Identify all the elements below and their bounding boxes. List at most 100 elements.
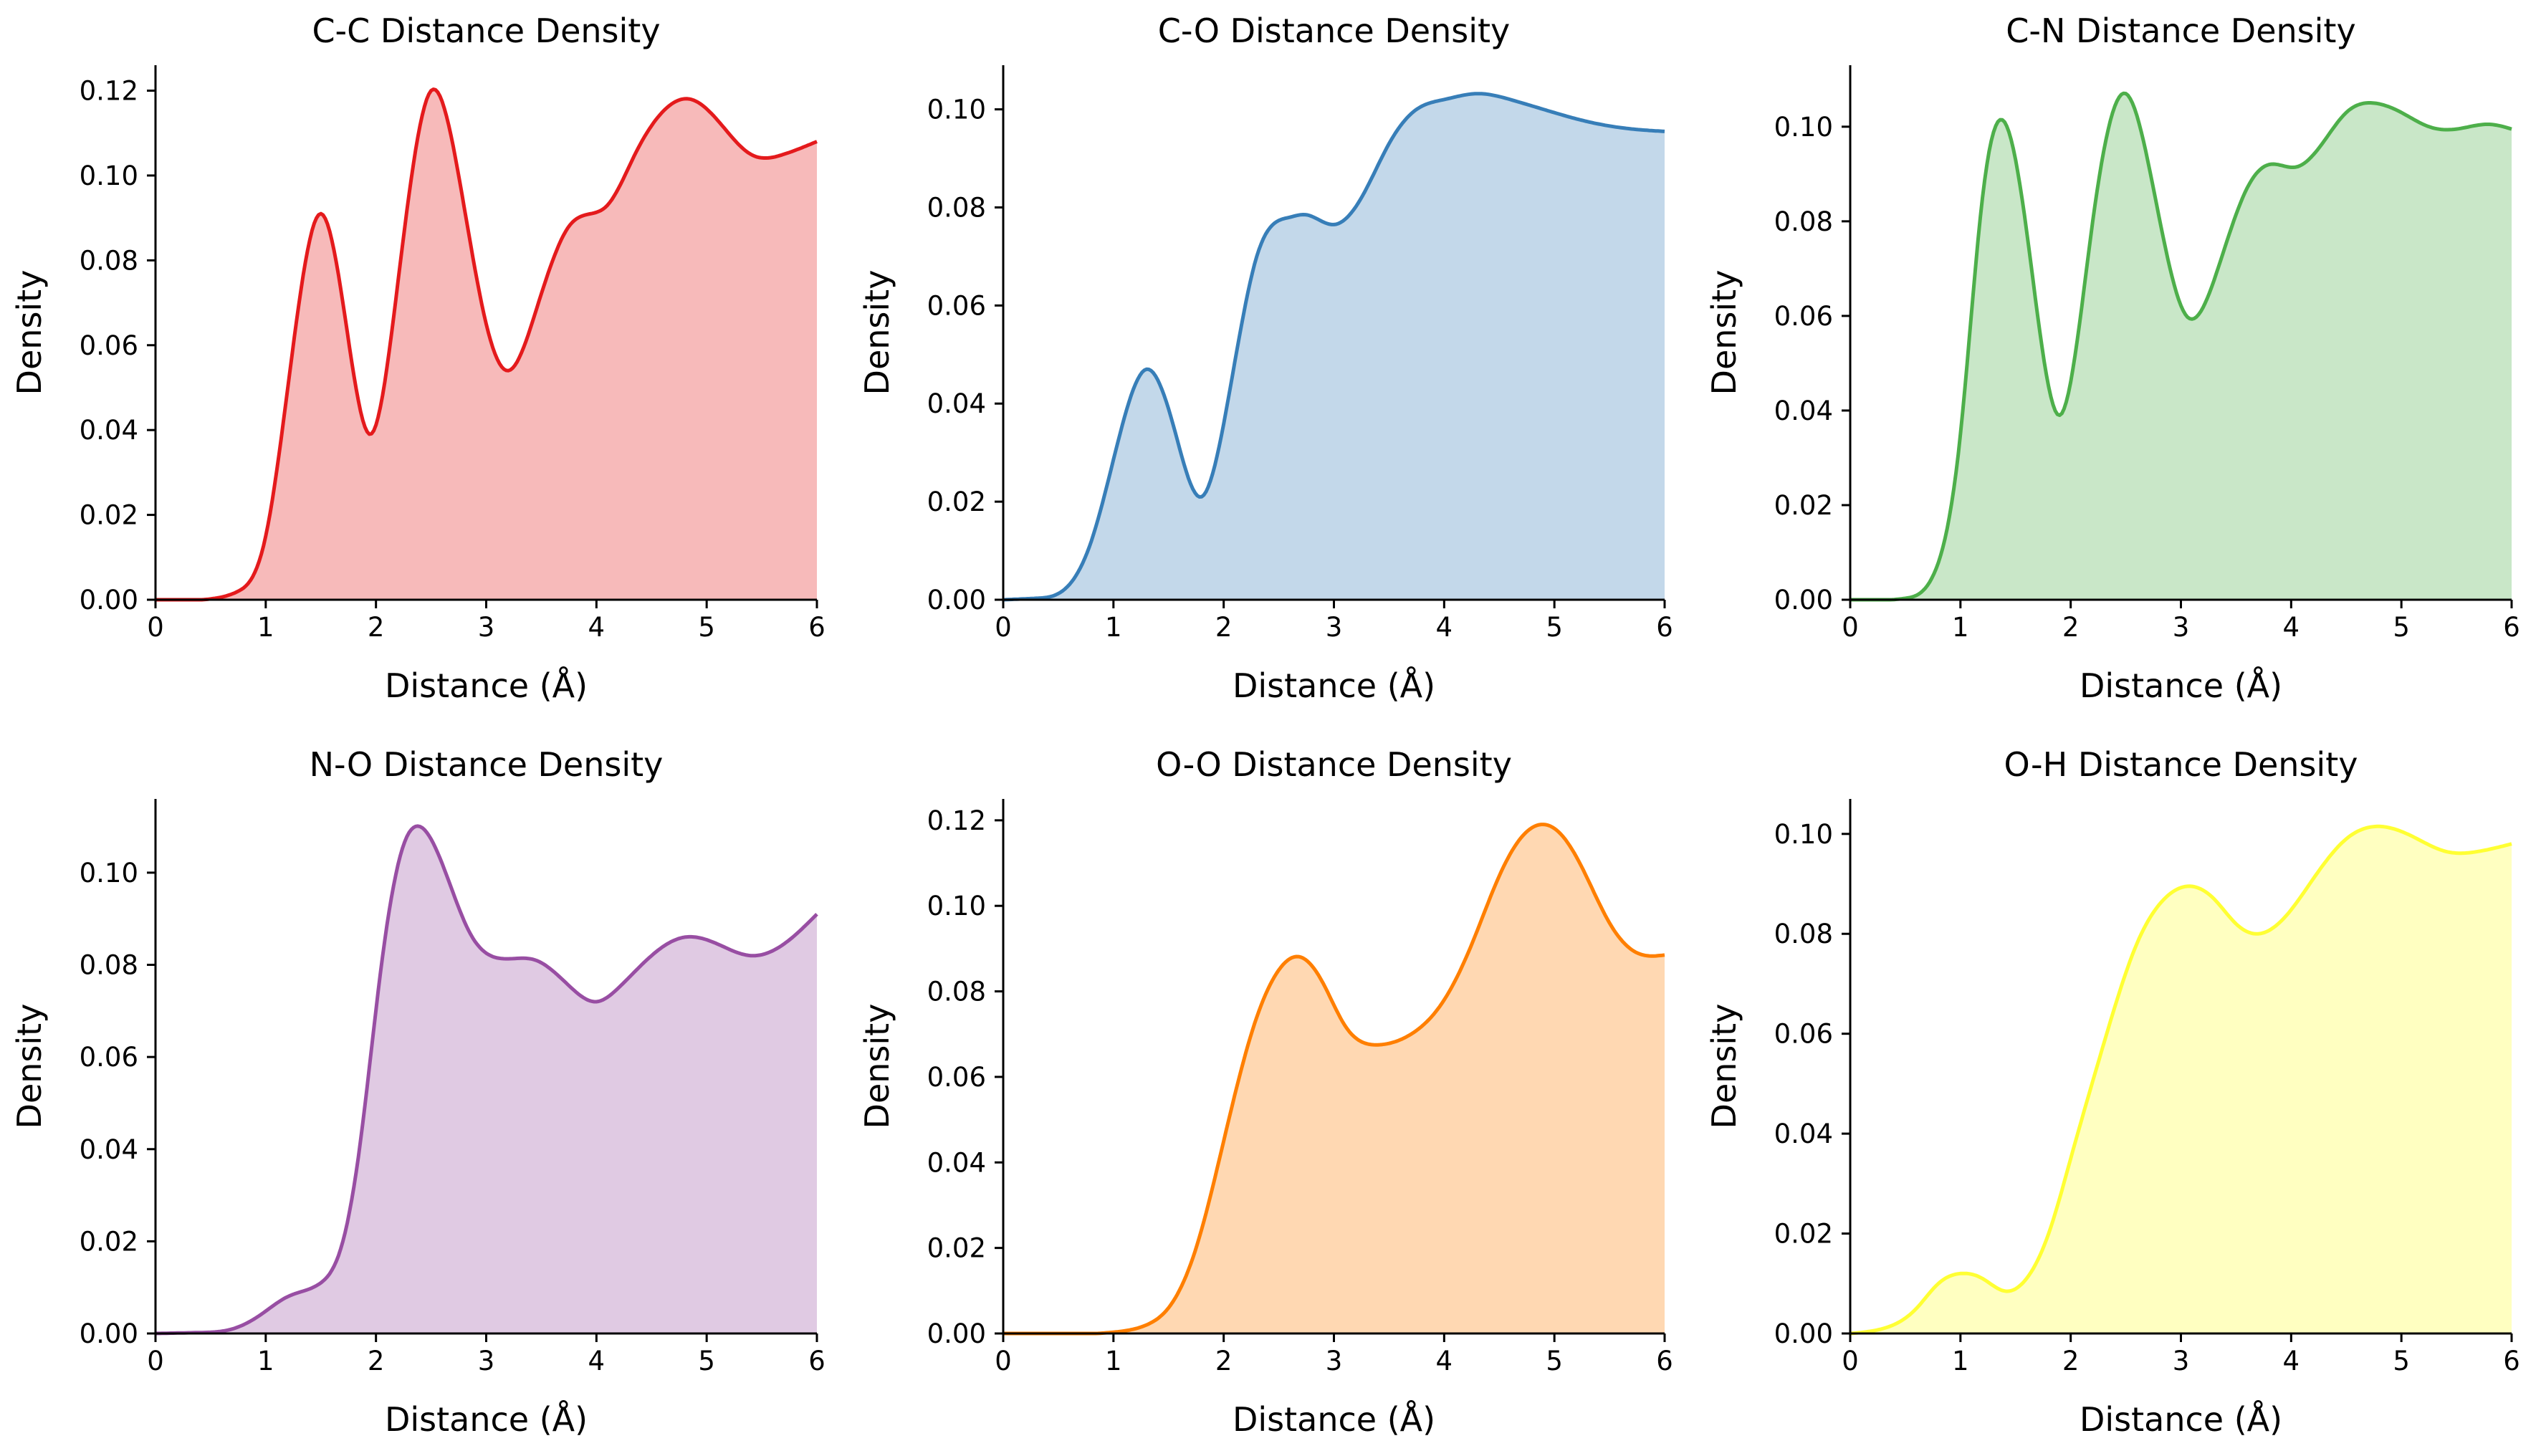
y-tick-label: 0.08	[1774, 919, 1833, 949]
x-tick-label: 3	[2173, 612, 2190, 643]
x-tick-label: 3	[2173, 1346, 2190, 1376]
x-tick-label: 4	[2283, 1346, 2300, 1376]
density-line	[1849, 824, 2512, 1336]
y-tick-label: 0.10	[927, 95, 986, 125]
density-fill	[1003, 93, 1665, 600]
x-tick-label: 0	[995, 612, 1012, 643]
density-fill	[155, 825, 817, 1333]
chart-title: O-H Distance Density	[2004, 745, 2358, 784]
y-tick-label: 0.02	[927, 487, 986, 517]
x-axis-label: Distance (Å)	[1233, 666, 1435, 705]
x-tick-label: 6	[2503, 1346, 2520, 1376]
y-tick-label: 0.12	[80, 76, 138, 107]
x-tick-label: 0	[147, 612, 164, 643]
x-tick-label: 6	[1656, 1346, 1673, 1376]
density-line	[1003, 823, 1665, 1336]
chart-title: N-O Distance Density	[310, 745, 664, 784]
x-tick-label: 5	[698, 1346, 715, 1376]
y-tick-label: 0.04	[1774, 1119, 1833, 1149]
subplot-1: 0 1 2 3 4 5 6 0.00 0.02 0.04 0.06 0.08 0.10 0.12 C-C D…	[10, 11, 826, 705]
x-axis-label: Distance (Å)	[2080, 666, 2282, 705]
x-axis-label: Distance (Å)	[2080, 1400, 2282, 1439]
y-tick-label: 0.00	[927, 585, 986, 616]
y-tick-label: 0.00	[1774, 585, 1833, 616]
density-line	[155, 824, 818, 1336]
y-tick-label: 0.08	[927, 977, 986, 1007]
x-tick-label: 1	[257, 1346, 274, 1376]
x-axis-label: Distance (Å)	[385, 1400, 588, 1439]
x-tick-label: 1	[1105, 612, 1122, 643]
x-tick-label: 5	[2393, 1346, 2410, 1376]
y-tick-label: 0.00	[927, 1318, 986, 1349]
y-tick-label: 0.10	[1774, 819, 1833, 850]
y-tick-label: 0.02	[80, 1226, 138, 1257]
x-axis-label: Distance (Å)	[385, 666, 588, 705]
x-tick-label: 1	[1952, 612, 1969, 643]
y-tick-label: 0.10	[1774, 112, 1833, 143]
x-tick-label: 2	[2062, 612, 2080, 643]
y-tick-label: 0.10	[80, 858, 138, 889]
x-tick-label: 0	[995, 1346, 1012, 1376]
y-tick-label: 0.04	[927, 1147, 986, 1178]
y-tick-label: 0.06	[80, 1042, 138, 1073]
x-tick-label: 4	[588, 612, 606, 643]
x-tick-label: 4	[1436, 1346, 1453, 1376]
x-tick-label: 5	[1546, 1346, 1563, 1376]
x-tick-label: 2	[368, 612, 385, 643]
x-tick-label: 0	[1842, 1346, 1859, 1376]
x-tick-label: 6	[1656, 612, 1673, 643]
y-tick-label: 0.00	[1774, 1318, 1833, 1349]
x-tick-label: 2	[1215, 612, 1233, 643]
x-tick-label: 3	[478, 1346, 495, 1376]
y-tick-label: 0.04	[927, 388, 986, 419]
y-axis-label: Density	[858, 270, 896, 396]
y-tick-label: 0.02	[927, 1233, 986, 1264]
x-tick-label: 1	[257, 612, 274, 643]
x-tick-label: 4	[2283, 612, 2300, 643]
x-tick-label: 2	[1215, 1346, 1233, 1376]
y-tick-label: 0.06	[927, 290, 986, 321]
x-tick-label: 5	[698, 612, 715, 643]
x-tick-label: 4	[588, 1346, 606, 1376]
x-tick-label: 2	[2062, 1346, 2080, 1376]
x-tick-label: 3	[1326, 1346, 1343, 1376]
y-axis-label: Density	[1705, 1004, 1743, 1129]
y-tick-label: 0.04	[1774, 396, 1833, 426]
y-axis-label: Density	[858, 1004, 896, 1129]
y-tick-label: 0.00	[80, 1318, 138, 1349]
y-tick-label: 0.04	[80, 1134, 138, 1165]
chart-title: O-O Distance Density	[1156, 745, 1512, 784]
density-fill	[1850, 826, 2512, 1333]
x-tick-label: 6	[808, 1346, 826, 1376]
x-tick-label: 3	[1326, 612, 1343, 643]
x-tick-label: 5	[2393, 612, 2410, 643]
density-fill	[1850, 93, 2512, 600]
y-tick-label: 0.06	[1774, 1019, 1833, 1050]
subplot-3: 0 1 2 3 4 5 6 0.00 0.02 0.04 0.06 0.08 0.10 C-N Dista…	[1705, 11, 2520, 705]
x-tick-label: 0	[1842, 612, 1859, 643]
density-fill	[1003, 824, 1665, 1333]
y-tick-label: 0.02	[80, 500, 138, 531]
x-tick-label: 1	[1105, 1346, 1122, 1376]
y-tick-label: 0.02	[1774, 490, 1833, 521]
y-axis-label: Density	[1705, 270, 1743, 396]
density-fill	[155, 89, 817, 600]
y-tick-label: 0.12	[927, 805, 986, 836]
y-axis-label: Density	[10, 1004, 49, 1129]
density-line	[1850, 91, 2512, 602]
y-tick-label: 0.10	[80, 161, 138, 191]
x-tick-label: 0	[147, 1346, 164, 1376]
x-tick-label: 4	[1436, 612, 1453, 643]
subplot-4: 0 1 2 3 4 5 6 0.00 0.02 0.04 0.06 0.08 0.10 N-O Dista…	[10, 745, 826, 1439]
x-tick-label: 2	[368, 1346, 385, 1376]
x-tick-label: 6	[2503, 612, 2520, 643]
subplot-6: 0 1 2 3 4 5 6 0.00 0.02 0.04 0.06 0.08 0.10 O-H Dista…	[1705, 745, 2520, 1439]
y-tick-label: 0.08	[927, 192, 986, 223]
x-axis-label: Distance (Å)	[1233, 1400, 1435, 1439]
x-tick-label: 1	[1952, 1346, 1969, 1376]
x-tick-label: 6	[808, 612, 826, 643]
y-tick-label: 0.08	[1774, 206, 1833, 237]
density-line	[155, 87, 818, 602]
chart-title: C-C Distance Density	[312, 11, 660, 50]
